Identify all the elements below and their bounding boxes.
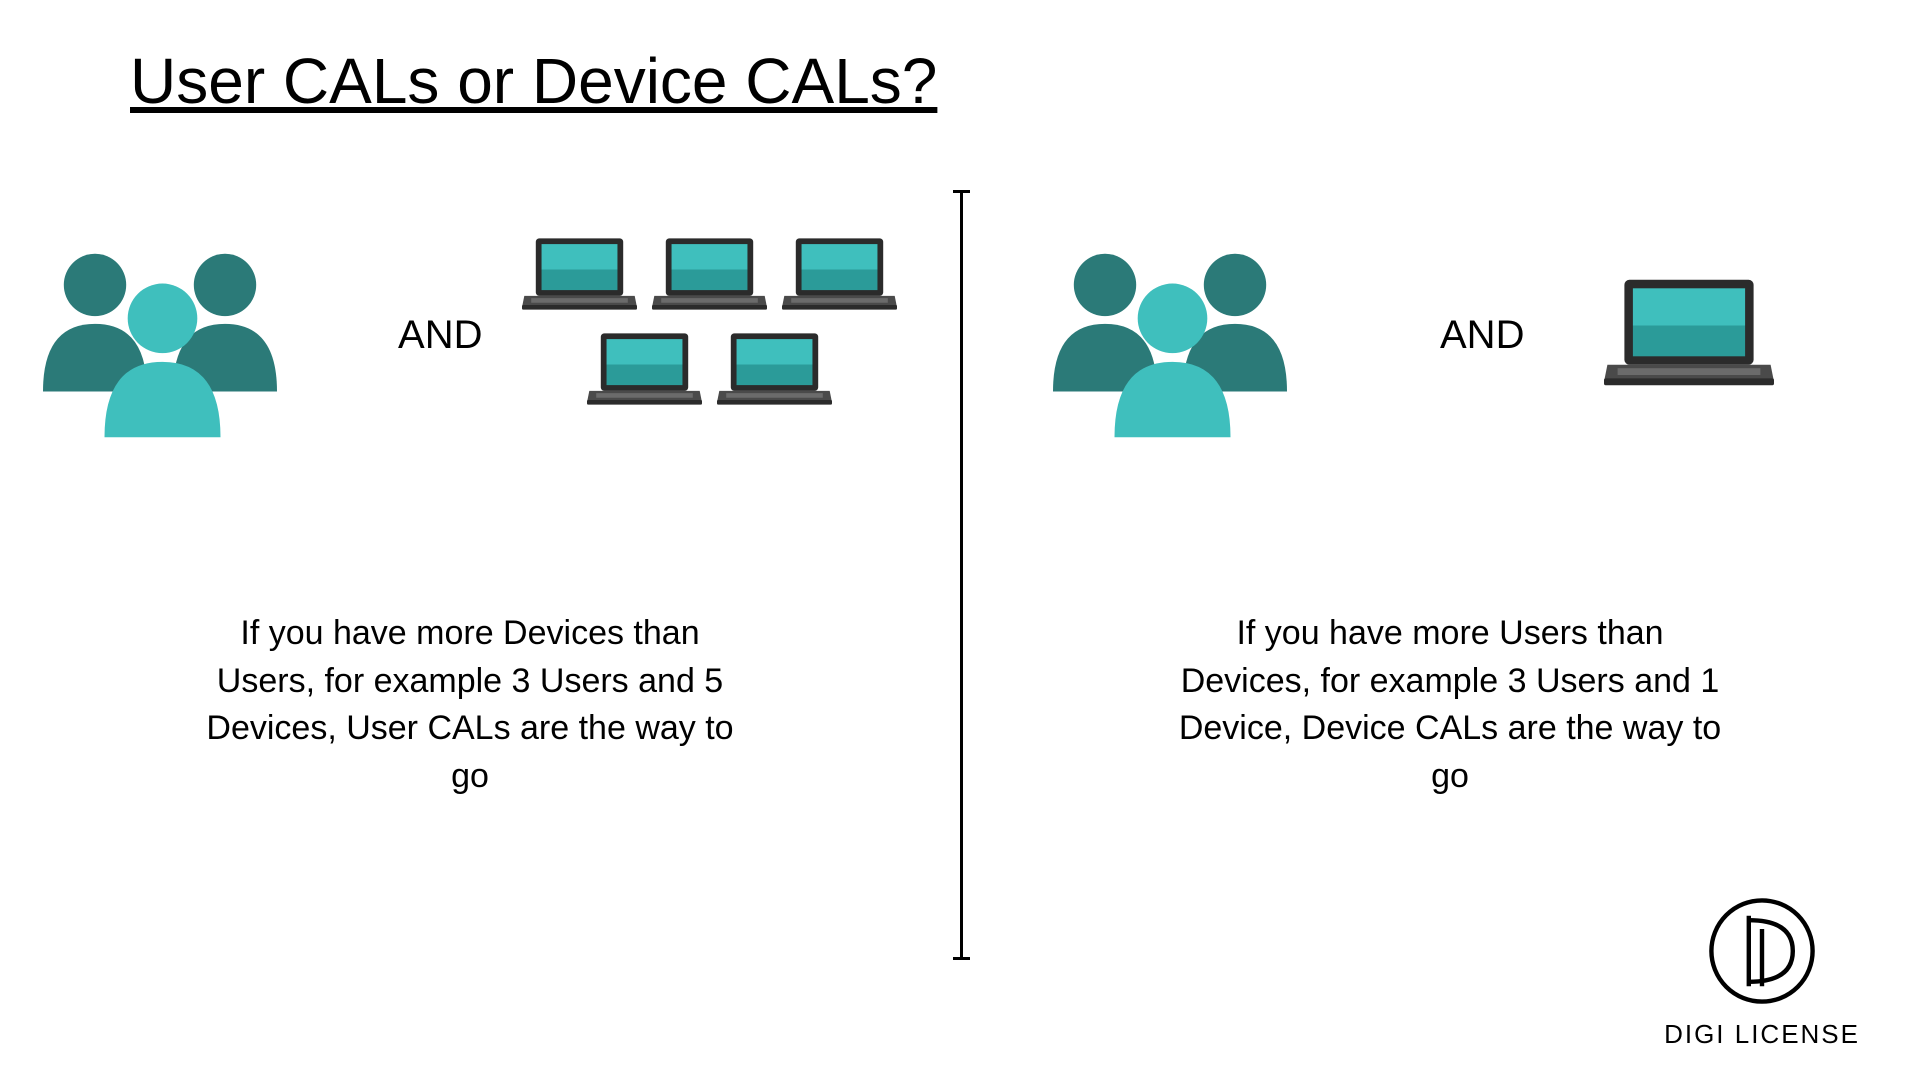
- people-group-icon: [1040, 230, 1340, 440]
- left-description: If you have more Devices than Users, for…: [190, 610, 750, 800]
- laptop-icon: [522, 235, 637, 313]
- brand-logo-text: DIGI LICENSE: [1664, 1019, 1860, 1050]
- page-title: User CALs or Device CALs?: [130, 44, 937, 118]
- digi-license-logo-icon: [1707, 896, 1817, 1006]
- vertical-divider: [960, 190, 963, 960]
- and-label: AND: [1440, 313, 1524, 358]
- right-description: If you have more Users than Devices, for…: [1170, 610, 1730, 800]
- laptops-5-icon: [522, 235, 900, 435]
- laptop-icon: [782, 235, 897, 313]
- laptop-icon: [652, 235, 767, 313]
- people-group-icon: [30, 230, 328, 440]
- laptop-icon: [587, 330, 702, 408]
- laptop-icon: [1604, 275, 1774, 395]
- left-icon-row: AND: [40, 230, 900, 440]
- laptop-icon: [717, 330, 832, 408]
- left-panel: AND If you have more Devices than Users,…: [40, 190, 900, 970]
- right-icon-row: AND: [1020, 230, 1880, 440]
- and-label: AND: [398, 313, 482, 358]
- brand-logo: DIGI LICENSE: [1664, 896, 1860, 1050]
- right-panel: AND If you have more Users than Devices,…: [1020, 190, 1880, 970]
